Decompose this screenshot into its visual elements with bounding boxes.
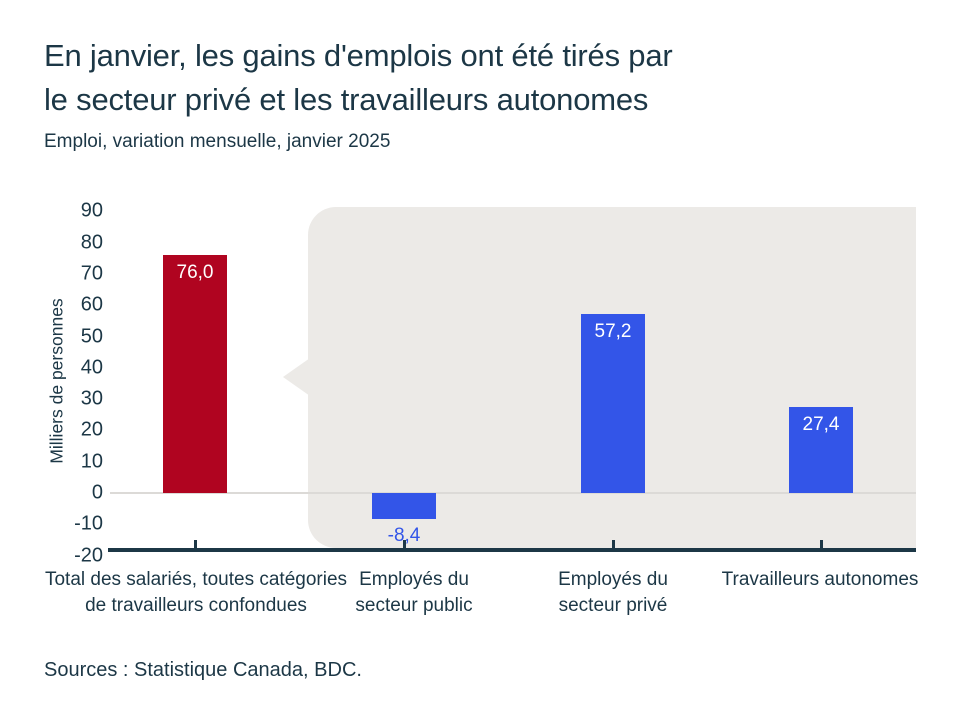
x-category-label-line: de travailleurs confondues: [85, 595, 307, 616]
y-tick-label: -20: [74, 544, 103, 567]
y-tick-label: 90: [80, 199, 103, 222]
x-category-label-line: secteur privé: [558, 595, 668, 616]
y-tick-label: 80: [80, 231, 103, 254]
x-axis-tick: [819, 540, 823, 549]
x-category-label: Total des salariés, toutes catégories de …: [26, 567, 366, 619]
x-axis-line: [108, 548, 916, 552]
zero-gridline: [110, 492, 916, 494]
x-axis-tick: [402, 540, 406, 549]
bar: [372, 493, 436, 520]
x-category-label-line: Total des salariés, toutes catégories: [44, 569, 348, 590]
page-title-line-1: En janvier, les gains d'emplois ont été …: [44, 38, 673, 73]
x-category-label: Employés du secteur public: [244, 567, 584, 619]
y-tick-label: 20: [80, 418, 103, 441]
y-tick-label: 40: [80, 356, 103, 379]
bar-value-label: -8,4: [387, 525, 421, 547]
source-note: Sources : Statistique Canada, BDC.: [44, 659, 362, 681]
x-category-label-line: Employés du: [359, 569, 469, 590]
x-axis-tick: [611, 540, 615, 549]
bar-value-label: 27,4: [802, 414, 840, 436]
x-category-label: Travailleurs autonomes: [650, 567, 960, 593]
bar: [789, 407, 853, 493]
y-tick-label: 60: [80, 293, 103, 316]
y-tick-label: 70: [80, 262, 103, 285]
x-category-label: Employés du secteur privé: [443, 567, 783, 619]
bar: [163, 255, 227, 493]
y-tick-label: -10: [74, 512, 103, 535]
bar-value-label: 76,0: [176, 262, 214, 284]
y-tick-label: 30: [80, 387, 103, 410]
x-category-label-line: Travailleurs autonomes: [721, 569, 919, 590]
x-axis-tick: [193, 540, 197, 549]
highlight-bubble-notch: [283, 358, 310, 396]
x-category-label-line: Employés du: [558, 569, 668, 590]
y-tick-label: 0: [91, 481, 103, 504]
y-tick-label: 10: [80, 450, 103, 473]
y-tick-label: 50: [80, 325, 103, 347]
x-category-label-line: secteur public: [355, 595, 473, 616]
bar-value-label: 57,2: [594, 320, 632, 342]
bar: [581, 313, 645, 493]
page-title-line-2: le secteur privé et les travailleurs aut…: [44, 82, 649, 117]
chart-subtitle: Emploi, variation mensuelle, janvier 202…: [44, 131, 391, 152]
y-axis-title: Milliers de personnes: [46, 298, 67, 464]
page-title: En janvier, les gains d'emplois ont été …: [44, 34, 864, 122]
